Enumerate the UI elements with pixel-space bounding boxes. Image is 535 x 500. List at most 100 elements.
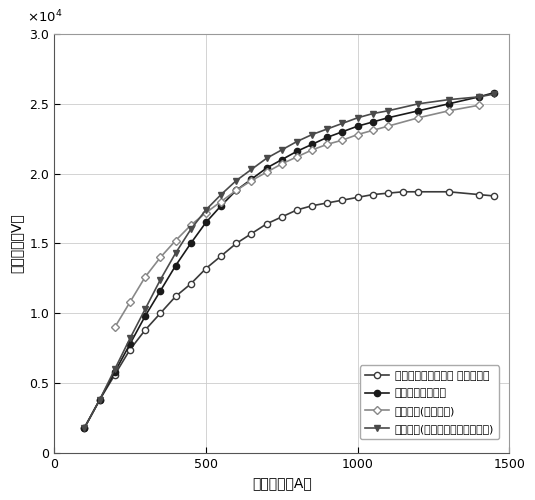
空载曲线（型式试验 剩磁折算） bbox=[112, 372, 118, 378]
空载曲线(惭速、剩磁、去磁折算) bbox=[248, 166, 255, 172]
空载曲线(惭速、剩磁、去磁折算) bbox=[446, 96, 452, 102]
空载曲线(惭速、剩磁、去磁折算) bbox=[370, 110, 376, 116]
空载曲线(惭速折算) bbox=[112, 324, 118, 330]
空载曲线（惭速） bbox=[309, 142, 315, 148]
空载曲线（型式试验 剩磁折算） bbox=[415, 189, 422, 195]
空载曲线（惭速） bbox=[248, 176, 255, 182]
空载曲线(惭速折算) bbox=[187, 222, 194, 228]
空载曲线（惭速） bbox=[370, 119, 376, 125]
空载曲线（型式试验 剩磁折算） bbox=[81, 424, 88, 430]
空载曲线（型式试验 剩磁折算） bbox=[354, 194, 361, 200]
空载曲线(惭速折算) bbox=[263, 169, 270, 175]
空载曲线（惭速） bbox=[142, 313, 148, 319]
空载曲线(惭速折算) bbox=[172, 238, 179, 244]
空载曲线(惭速折算) bbox=[233, 188, 240, 194]
空载曲线（惭速） bbox=[203, 220, 209, 226]
空载曲线(惭速折算) bbox=[324, 142, 331, 148]
空载曲线（型式试验 剩磁折算） bbox=[324, 200, 331, 206]
空载曲线（型式试验 剩磁折算） bbox=[491, 193, 498, 199]
空载曲线(惭速、剩磁、去磁折算) bbox=[491, 91, 498, 97]
空载曲线(惭速折算) bbox=[370, 128, 376, 134]
空载曲线（惭速） bbox=[233, 188, 240, 194]
空载曲线（惭速） bbox=[476, 94, 482, 100]
空载曲线(惭速折算) bbox=[203, 210, 209, 216]
空载曲线(惭速折算) bbox=[279, 161, 285, 167]
X-axis label: 励磁电流（A）: 励磁电流（A） bbox=[252, 476, 311, 490]
空载曲线(惭速、剩磁、去磁折算) bbox=[81, 424, 88, 430]
空载曲线(惭速、剩磁、去磁折算) bbox=[233, 178, 240, 184]
空载曲线（惭速） bbox=[263, 165, 270, 171]
空载曲线(惭速折算) bbox=[218, 198, 224, 204]
空载曲线(惭速、剩磁、去磁折算) bbox=[263, 156, 270, 162]
Line: 空载曲线（惭速）: 空载曲线（惭速） bbox=[81, 90, 498, 431]
空载曲线（型式试验 剩磁折算） bbox=[400, 189, 407, 195]
Line: 空载曲线(惭速、剩磁、去磁折算): 空载曲线(惭速、剩磁、去磁折算) bbox=[81, 91, 498, 431]
空载曲线(惭速、剩磁、去磁折算) bbox=[157, 276, 164, 282]
Line: 空载曲线(惭速折算): 空载曲线(惭速折算) bbox=[112, 102, 482, 330]
空载曲线（惭速） bbox=[324, 134, 331, 140]
空载曲线（型式试验 剩磁折算） bbox=[248, 230, 255, 236]
空载曲线(惭速、剩磁、去磁折算) bbox=[279, 147, 285, 153]
空载曲线(惭速、剩磁、去磁折算) bbox=[324, 126, 331, 132]
空载曲线（惭速） bbox=[187, 240, 194, 246]
空载曲线(惭速折算) bbox=[127, 299, 133, 305]
空载曲线(惭速、剩磁、去磁折算) bbox=[203, 207, 209, 213]
空载曲线（惭速） bbox=[385, 115, 391, 121]
Line: 空载曲线（型式试验 剩磁折算）: 空载曲线（型式试验 剩磁折算） bbox=[81, 188, 498, 431]
空载曲线（型式试验 剩磁折算） bbox=[96, 397, 103, 403]
空载曲线(惭速折算) bbox=[294, 154, 300, 160]
空载曲线(惭速折算) bbox=[446, 108, 452, 114]
空载曲线(惭速折算) bbox=[157, 254, 164, 260]
空载曲线(惭速、剩磁、去磁折算) bbox=[415, 101, 422, 107]
空载曲线(惭速、剩磁、去磁折算) bbox=[127, 336, 133, 342]
空载曲线（型式试验 剩磁折算） bbox=[142, 327, 148, 333]
空载曲线（惭速） bbox=[279, 156, 285, 162]
空载曲线（型式试验 剩磁折算） bbox=[385, 190, 391, 196]
空载曲线（型式试验 剩磁折算） bbox=[157, 310, 164, 316]
空载曲线（型式试验 剩磁折算） bbox=[476, 192, 482, 198]
空载曲线（型式试验 剩磁折算） bbox=[339, 197, 346, 203]
空载曲线（惭速） bbox=[446, 101, 452, 107]
空载曲线(惭速、剩磁、去磁折算) bbox=[294, 138, 300, 144]
空载曲线（惭速） bbox=[339, 129, 346, 135]
空载曲线(惭速折算) bbox=[415, 115, 422, 121]
空载曲线（型式试验 剩磁折算） bbox=[294, 207, 300, 213]
空载曲线（惭速） bbox=[81, 424, 88, 430]
空载曲线（惭速） bbox=[491, 90, 498, 96]
空载曲线（型式试验 剩磁折算） bbox=[446, 189, 452, 195]
空载曲线(惭速折算) bbox=[476, 102, 482, 108]
空载曲线(惭速、剩磁、去磁折算) bbox=[354, 115, 361, 121]
空载曲线（惭速） bbox=[157, 288, 164, 294]
空载曲线（型式试验 剩磁折算） bbox=[233, 240, 240, 246]
空载曲线（型式试验 剩磁折算） bbox=[218, 253, 224, 259]
空载曲线(惭速折算) bbox=[309, 147, 315, 153]
空载曲线(惭速、剩磁、去磁折算) bbox=[385, 108, 391, 114]
空载曲线(惭速折算) bbox=[142, 274, 148, 280]
空载曲线（惭速） bbox=[354, 123, 361, 129]
空载曲线（惭速） bbox=[218, 202, 224, 208]
空载曲线（惭速） bbox=[172, 263, 179, 269]
空载曲线(惭速、剩磁、去磁折算) bbox=[187, 226, 194, 232]
空载曲线（型式试验 剩磁折算） bbox=[127, 346, 133, 352]
空载曲线（型式试验 剩磁折算） bbox=[172, 294, 179, 300]
空载曲线（型式试验 剩磁折算） bbox=[279, 214, 285, 220]
空载曲线(惭速、剩磁、去磁折算) bbox=[142, 306, 148, 312]
空载曲线（型式试验 剩磁折算） bbox=[203, 266, 209, 272]
Text: $\times10^4$: $\times10^4$ bbox=[27, 9, 62, 26]
空载曲线（惭速） bbox=[112, 369, 118, 375]
Y-axis label: 空载电压（V）: 空载电压（V） bbox=[10, 214, 24, 274]
空载曲线(惭速、剩磁、去磁折算) bbox=[218, 192, 224, 198]
空载曲线(惭速折算) bbox=[385, 123, 391, 129]
空载曲线(惭速、剩磁、去磁折算) bbox=[96, 397, 103, 403]
空载曲线(惭速、剩磁、去磁折算) bbox=[476, 94, 482, 100]
空载曲线（型式试验 剩磁折算） bbox=[187, 281, 194, 287]
空载曲线（型式试验 剩磁折算） bbox=[263, 221, 270, 227]
空载曲线(惭速折算) bbox=[354, 132, 361, 138]
空载曲线（型式试验 剩磁折算） bbox=[370, 192, 376, 198]
空载曲线（型式试验 剩磁折算） bbox=[309, 202, 315, 208]
空载曲线（惭速） bbox=[96, 397, 103, 403]
空载曲线(惭速、剩磁、去磁折算) bbox=[339, 120, 346, 126]
空载曲线(惭速折算) bbox=[248, 178, 255, 184]
Legend: 空载曲线（型式试验 剩磁折算）, 空载曲线（惭速）, 空载曲线(惭速折算), 空载曲线(惭速、剩磁、去磁折算): 空载曲线（型式试验 剩磁折算）, 空载曲线（惭速）, 空载曲线(惭速折算), 空… bbox=[360, 366, 499, 439]
空载曲线(惭速、剩磁、去磁折算) bbox=[309, 132, 315, 138]
